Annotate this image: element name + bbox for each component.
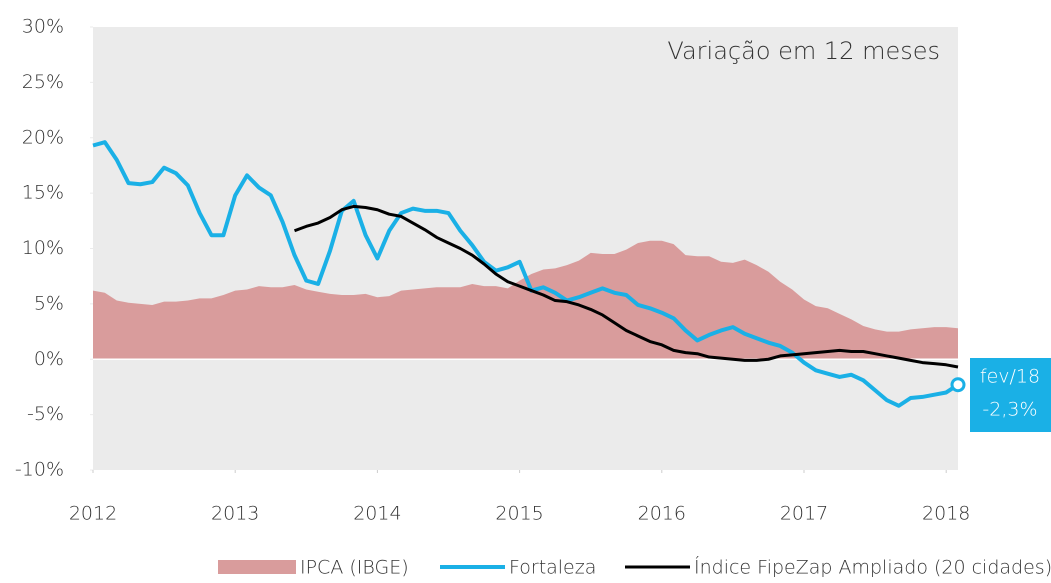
y-tick-label: 15% <box>22 182 64 204</box>
x-tick-label: 2014 <box>353 503 401 525</box>
annotation-value: -2,3% <box>982 399 1037 421</box>
y-tick-label: 0% <box>34 348 64 370</box>
area <box>93 240 958 360</box>
y-tick-label: 25% <box>22 71 64 93</box>
x-tick-label: 2017 <box>780 503 828 525</box>
legend-label: IPCA (IBGE) <box>300 557 409 579</box>
line <box>92 140 960 408</box>
y-tick-label: 20% <box>22 126 64 148</box>
legend-swatch <box>218 560 296 574</box>
line <box>293 204 959 369</box>
y-tick-label: 30% <box>22 16 64 38</box>
y-tick-label: 5% <box>34 292 64 314</box>
x-tick-label: 2012 <box>69 503 117 525</box>
annotation-box <box>970 358 1051 432</box>
annotation-label: fev/18 <box>980 366 1040 388</box>
y-tick-label: -5% <box>27 403 64 425</box>
plot-background <box>93 27 958 470</box>
x-tick-label: 2016 <box>638 503 686 525</box>
x-tick-label: 2013 <box>211 503 259 525</box>
y-tick-label: -10% <box>15 459 64 481</box>
legend-label: Índice FipeZap Ampliado (20 cidades) <box>694 556 1051 579</box>
chart-title: Variação em 12 meses <box>667 37 940 65</box>
legend-label: Fortaleza <box>509 557 596 579</box>
end-marker <box>950 377 966 393</box>
y-tick-label: 10% <box>22 237 64 259</box>
x-tick-label: 2015 <box>495 503 543 525</box>
x-tick-label: 2018 <box>922 503 970 525</box>
